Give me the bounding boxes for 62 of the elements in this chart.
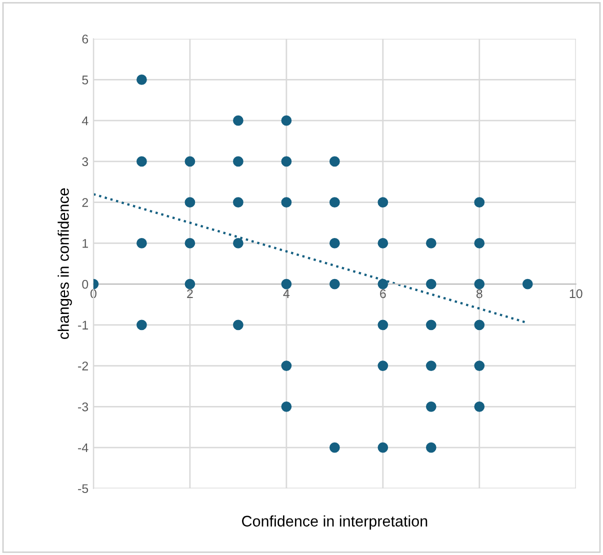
point (426, 278, 436, 290)
y-tick-label: 3 (82, 157, 88, 166)
y-tick-label: 4 (82, 116, 88, 126)
point (474, 360, 485, 371)
y-tick-label: 0 (82, 280, 88, 289)
point (378, 360, 388, 371)
x-tick-label: 2 (187, 289, 193, 298)
point (474, 401, 485, 412)
point (426, 401, 436, 412)
point (281, 115, 292, 126)
point (184, 278, 196, 290)
point (136, 74, 147, 85)
point (136, 156, 147, 167)
point (281, 278, 292, 290)
point (232, 115, 244, 126)
point (378, 238, 388, 248)
x-tick-label: 8 (476, 289, 482, 298)
point (184, 156, 196, 167)
y-tick-label: 2 (82, 198, 88, 207)
point (281, 197, 292, 208)
y-axis-title: changes in confidence (58, 188, 72, 339)
point (378, 278, 388, 290)
point (329, 156, 340, 167)
x-tick-label: 4 (283, 289, 290, 298)
point (426, 442, 436, 453)
y-tick-label: -4 (78, 443, 88, 452)
point (281, 360, 292, 371)
point (426, 238, 436, 248)
point (474, 197, 485, 208)
point (378, 197, 388, 208)
y-tick-label: 6 (82, 34, 88, 44)
y-tick-label: -3 (78, 402, 88, 412)
point (232, 320, 244, 330)
point (232, 156, 244, 167)
y-tick-label: -2 (78, 362, 88, 370)
point (329, 278, 340, 290)
x-tick-label: 10 (570, 289, 582, 298)
y-tick-label: 5 (82, 76, 88, 84)
x-tick-label: 6 (380, 289, 386, 298)
point (474, 238, 485, 248)
point (378, 320, 388, 330)
y-tick-label: 1 (82, 239, 88, 248)
point (184, 238, 196, 248)
point (136, 320, 147, 330)
y-tick-label: -5 (78, 484, 88, 494)
point (474, 278, 485, 290)
point (329, 197, 340, 208)
point (281, 401, 292, 412)
y-tick-label: -1 (78, 320, 88, 330)
point (281, 156, 292, 167)
point (329, 442, 340, 453)
point (329, 238, 340, 248)
point (184, 197, 196, 208)
point (426, 360, 436, 371)
point (232, 238, 244, 248)
x-axis-title: Confidence in interpretation (242, 515, 428, 530)
point (522, 278, 533, 290)
point (378, 442, 388, 453)
point (426, 320, 436, 330)
point (136, 238, 147, 248)
point (232, 197, 244, 208)
point (474, 320, 485, 330)
